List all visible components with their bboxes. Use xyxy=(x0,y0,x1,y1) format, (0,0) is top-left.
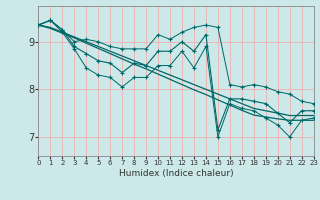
X-axis label: Humidex (Indice chaleur): Humidex (Indice chaleur) xyxy=(119,169,233,178)
